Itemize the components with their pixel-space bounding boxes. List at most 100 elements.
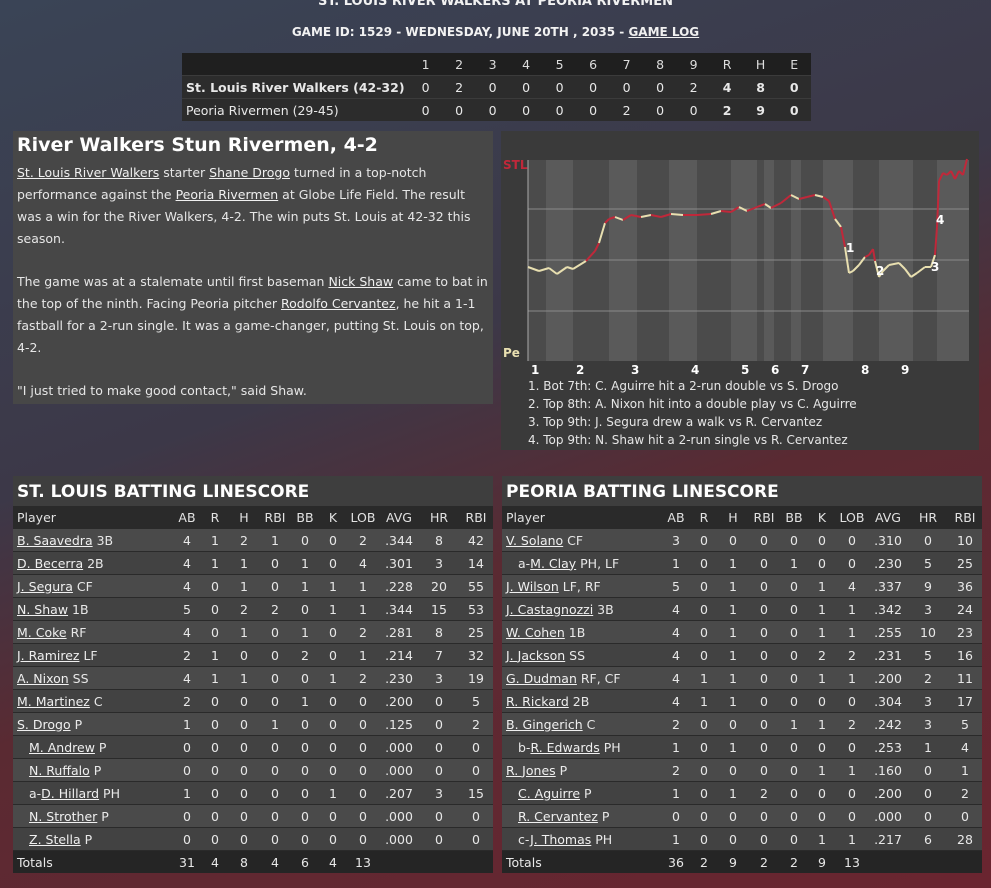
col-header: H bbox=[718, 506, 748, 529]
stat-cell: 1 bbox=[836, 758, 868, 782]
player-link[interactable]: R. Edwards bbox=[530, 739, 600, 755]
story-headline: River Walkers Stun Rivermen, 4-2 bbox=[17, 134, 378, 156]
player-link-shaw[interactable]: Nick Shaw bbox=[328, 274, 394, 289]
stat-cell: 0 bbox=[347, 804, 379, 828]
player-link[interactable]: J. Thomas bbox=[530, 831, 592, 847]
inning-score: 0 bbox=[589, 102, 598, 118]
win-prob-segment bbox=[798, 196, 808, 200]
stat-cell: 4 bbox=[836, 574, 868, 598]
play-marker: 2 bbox=[876, 264, 884, 278]
player-link[interactable]: J. Ramirez bbox=[17, 647, 80, 663]
batter-row: W. Cohen 1B 4 0 1 0 0 1 1.255 10 23 bbox=[502, 620, 982, 644]
player-link[interactable]: J. Jackson bbox=[506, 647, 566, 663]
player-link[interactable]: B. Gingerich bbox=[506, 716, 583, 732]
total-stat: 6 bbox=[291, 850, 319, 873]
story-text: The game was at a stalemate until first … bbox=[17, 274, 329, 289]
player-link[interactable]: R. Rickard bbox=[506, 693, 569, 709]
player-link[interactable]: B. Saavedra bbox=[17, 532, 93, 548]
win-prob-segment bbox=[874, 260, 880, 278]
player-position: CF bbox=[72, 578, 93, 594]
player-cell: J. Wilson LF, RF bbox=[502, 574, 662, 598]
col-header: AVG bbox=[379, 506, 419, 529]
player-link[interactable]: M. Martinez bbox=[17, 693, 90, 709]
story-text: turned in a top-notch performance agains… bbox=[17, 165, 427, 202]
player-link-cervantez[interactable]: Rodolfo Cervantez bbox=[281, 296, 396, 311]
stat-cell: 2 bbox=[173, 689, 201, 713]
total-e: 0 bbox=[789, 102, 799, 118]
player-link[interactable]: G. Dudman bbox=[506, 670, 577, 686]
player-link[interactable]: Z. Stella bbox=[29, 831, 81, 847]
col-header: BB bbox=[291, 506, 319, 529]
stat-cell: 0 bbox=[808, 781, 836, 805]
batter-row: M. Martinez C 2 0 0 0 1 0 0.200 0 5 bbox=[13, 689, 493, 713]
player-link[interactable]: S. Drogo bbox=[17, 716, 71, 732]
game-log-link[interactable]: GAME LOG bbox=[628, 25, 700, 39]
stat-cell: 53 bbox=[459, 597, 493, 621]
stat-cell: 1 bbox=[718, 551, 748, 575]
inning-header: 9 bbox=[689, 56, 698, 72]
stat-cell: 3 bbox=[419, 551, 459, 575]
stat-cell: 0 bbox=[780, 758, 808, 782]
stat-cell: 0 bbox=[347, 735, 379, 759]
batter-row: R. Rickard 2B 4 1 1 0 0 0 0.304 3 17 bbox=[502, 689, 982, 713]
player-cell: J. Jackson SS bbox=[502, 643, 662, 667]
stat-cell: 0 bbox=[419, 689, 459, 713]
stat-cell: 2 bbox=[662, 712, 690, 736]
stat-cell: 0 bbox=[229, 689, 259, 713]
stat-cell: 0 bbox=[836, 781, 868, 805]
stat-cell: 7 bbox=[419, 643, 459, 667]
player-link[interactable]: M. Andrew bbox=[29, 739, 95, 755]
team-link-stl[interactable]: St. Louis River Walkers bbox=[17, 165, 160, 180]
stat-cell: 0 bbox=[748, 804, 780, 828]
player-link[interactable]: M. Clay bbox=[530, 555, 577, 571]
player-link[interactable]: D. Becerra bbox=[17, 555, 84, 571]
stat-cell: 23 bbox=[948, 620, 982, 644]
player-position: 2B bbox=[83, 555, 104, 571]
player-link[interactable]: J. Castagnozzi bbox=[506, 601, 594, 617]
total-stat: 13 bbox=[836, 850, 868, 873]
stat-cell: 2 bbox=[229, 597, 259, 621]
stat-cell: 1 bbox=[690, 689, 718, 713]
stat-cell: 2 bbox=[836, 643, 868, 667]
player-link[interactable]: J. Wilson bbox=[506, 578, 559, 594]
player-link[interactable]: R. Jones bbox=[506, 762, 556, 778]
stat-cell: 0 bbox=[229, 712, 259, 736]
totals-row: Totals 36 2 9 2 2 9 13 bbox=[502, 850, 982, 873]
player-link[interactable]: J. Segura bbox=[17, 578, 73, 594]
player-link[interactable]: A. Nixon bbox=[17, 670, 69, 686]
batter-row: J. Wilson LF, RF 5 0 1 0 0 1 4.337 9 36 bbox=[502, 574, 982, 598]
total-h: 8 bbox=[756, 79, 765, 95]
story-text: at Globe Life Field. The result was a wi… bbox=[17, 187, 471, 246]
win-prob-segment bbox=[814, 194, 824, 198]
total-stat bbox=[868, 850, 908, 873]
total-r: 2 bbox=[722, 102, 732, 118]
player-link[interactable]: V. Solano bbox=[506, 532, 564, 548]
win-prob-segment bbox=[622, 214, 632, 221]
player-link[interactable]: N. Ruffalo bbox=[29, 762, 90, 778]
player-link[interactable]: C. Aguirre bbox=[518, 785, 581, 801]
player-position: RF, CF bbox=[576, 670, 621, 686]
stat-cell: 1 bbox=[908, 735, 948, 759]
player-link[interactable]: R. Cervantez bbox=[518, 808, 598, 824]
col-header: H bbox=[229, 506, 259, 529]
player-link[interactable]: M. Coke bbox=[17, 624, 67, 640]
stat-cell: 0 bbox=[229, 758, 259, 782]
stat-cell: 1 bbox=[718, 781, 748, 805]
stat-cell: 3 bbox=[662, 528, 690, 552]
player-link-drogo[interactable]: Shane Drogo bbox=[209, 165, 290, 180]
win-prob-segment bbox=[556, 266, 568, 275]
stat-cell: 20 bbox=[419, 574, 459, 598]
inning-score: 0 bbox=[656, 102, 665, 118]
win-prob-segment bbox=[548, 267, 558, 275]
team-link-peoria[interactable]: Peoria Rivermen bbox=[175, 187, 279, 202]
win-prob-segment bbox=[594, 242, 600, 252]
stat-cell: .200 bbox=[868, 666, 908, 690]
col-header: AB bbox=[173, 506, 201, 529]
player-link[interactable]: D. Hillard bbox=[41, 785, 100, 801]
player-link[interactable]: N. Strother bbox=[29, 808, 98, 824]
stat-cell: .253 bbox=[868, 735, 908, 759]
stat-cell: 0 bbox=[229, 804, 259, 828]
player-link[interactable]: W. Cohen bbox=[506, 624, 565, 640]
player-link[interactable]: N. Shaw bbox=[17, 601, 69, 617]
col-header: LOB bbox=[836, 506, 868, 529]
